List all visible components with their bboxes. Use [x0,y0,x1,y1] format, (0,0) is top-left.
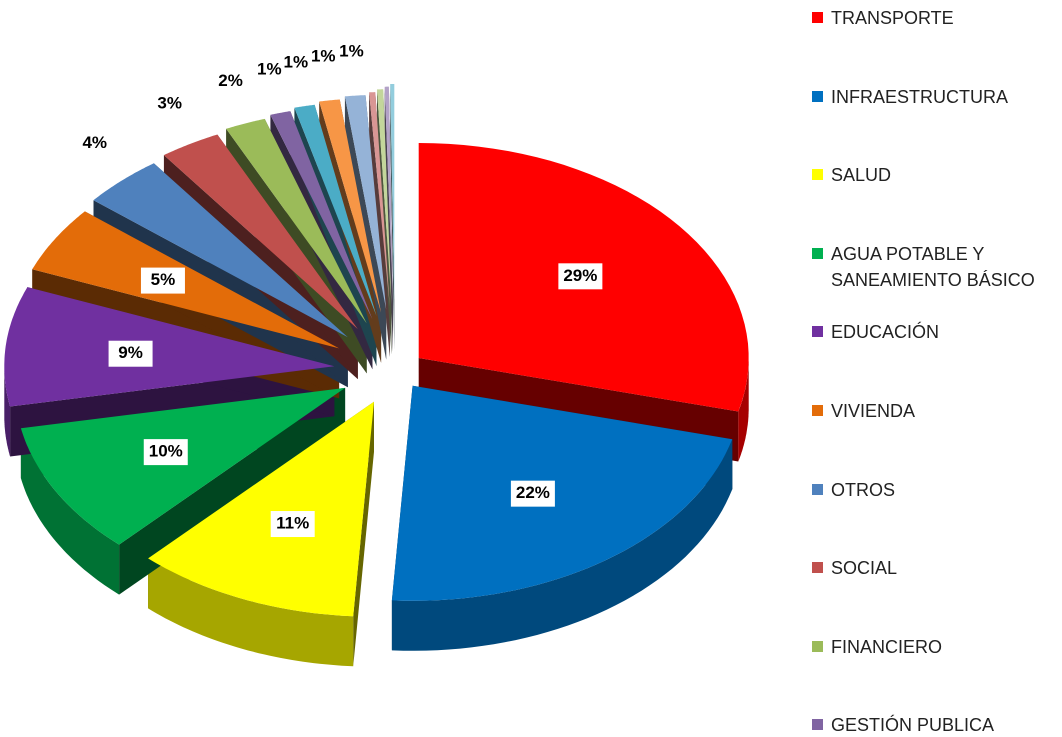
label-box [108,340,153,367]
slice [344,95,387,310]
legend-label: SOCIAL [831,558,898,579]
data-label: 4% [82,133,107,152]
slice-side [148,558,354,667]
label-box [510,480,555,507]
slice-edge [353,401,374,667]
chart: 29%22%11%10%9%5%4%3%2%1% 1% 1% 1% [4,41,749,667]
legend-item: FINANCIERO [812,634,942,660]
data-label: 1% [311,46,336,65]
slice [93,163,348,338]
legend-label: AGUA POTABLE Y SANEAMIENTO BÁSICO [831,243,1035,290]
data-label: 11% [276,514,309,533]
slice [384,86,393,302]
slice-side [391,439,733,651]
slice-edge [377,89,392,355]
legend-swatch [812,640,823,652]
data-label: 3% [157,93,182,112]
slice-side [20,428,120,595]
slice [294,104,377,316]
legend-swatch [812,169,823,181]
legend-swatch [812,562,823,574]
legend-swatch [812,12,823,23]
slice-tops [4,84,749,617]
legend-swatch [812,90,823,102]
slice [20,387,346,545]
slice-side [738,358,749,462]
legend-item: TRANSPORTE [812,5,954,31]
slice [369,92,390,307]
slice [163,134,358,330]
legend-item: GESTIÓN PUBLICA [812,712,994,737]
legend-swatch [812,326,823,338]
legend-swatch [812,483,823,495]
slice-edge [390,84,395,349]
legend-item: AGUA POTABLE Y SANEAMIENTO BÁSICO [812,241,1062,293]
legend-item: SALUD [812,162,891,188]
slice [377,89,392,305]
legend-swatch [812,247,823,259]
legend-item: SOCIAL [812,555,897,581]
slice [32,211,340,349]
data-label: 22% [516,483,550,502]
legend-label: FINANCIERO [831,636,943,657]
legend-swatch [812,405,823,416]
legend-label: OTROS [831,479,896,500]
slice [4,287,335,407]
data-label: 1% [257,60,282,79]
label-box [558,263,603,290]
legend-label: INFRAESTRUCTURA [831,86,1009,107]
legend-label: SALUD [831,165,892,186]
data-label: 29% [563,266,597,285]
legend-item: VIVIENDA [812,398,915,424]
slice-side [4,366,11,457]
legend-item: OTROS [812,477,895,503]
label-box [270,511,315,538]
legend-label: TRANSPORTE [831,8,954,28]
legend-item: INFRAESTRUCTURA [812,84,1008,110]
slice-edge [369,92,390,357]
data-label: 10% [149,442,183,461]
legend-label: VIVIENDA [831,401,916,421]
data-label: 1% [284,52,309,71]
data-label: 2% [218,71,243,90]
slice-edge [384,86,393,352]
data-label: 1% [339,41,364,60]
legend-label: EDUCACIÓN [831,322,940,343]
legend-label: GESTIÓN PUBLICA [831,715,995,736]
label-box [140,267,185,294]
slice [319,99,382,313]
slice [226,118,367,324]
legend-item: EDUCACIÓN [812,319,939,345]
label-box [143,439,188,466]
slice [391,385,733,601]
legend-swatch [812,719,823,731]
data-label: 5% [151,270,176,289]
data-label: 9% [118,343,143,362]
slice [270,111,373,320]
slice [390,84,395,299]
slice [148,401,374,617]
